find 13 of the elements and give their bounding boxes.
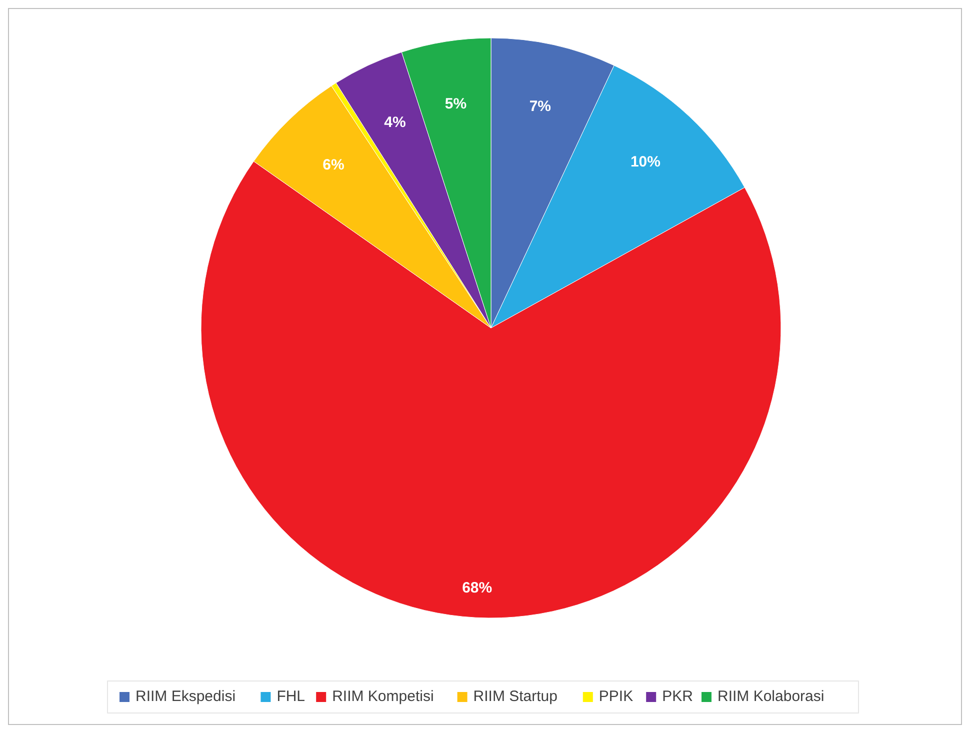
legend-label: RIIM Kolaborasi [718, 688, 824, 705]
legend-label: RIIM Ekspedisi [136, 688, 236, 705]
data-label: 5% [444, 96, 467, 113]
legend-label: FHL [276, 688, 306, 705]
data-label: 68% [462, 580, 492, 597]
data-label: 4% [384, 114, 406, 132]
legend-label: RIIM Kompetisi [332, 688, 434, 705]
data-label: 6% [322, 156, 344, 174]
legend-label: RIIM Startup [473, 688, 558, 705]
data-label: 7% [529, 98, 552, 116]
legend-label: PKR [662, 688, 694, 705]
legend-label: PPIK [598, 688, 634, 705]
data-label: 10% [630, 154, 660, 171]
